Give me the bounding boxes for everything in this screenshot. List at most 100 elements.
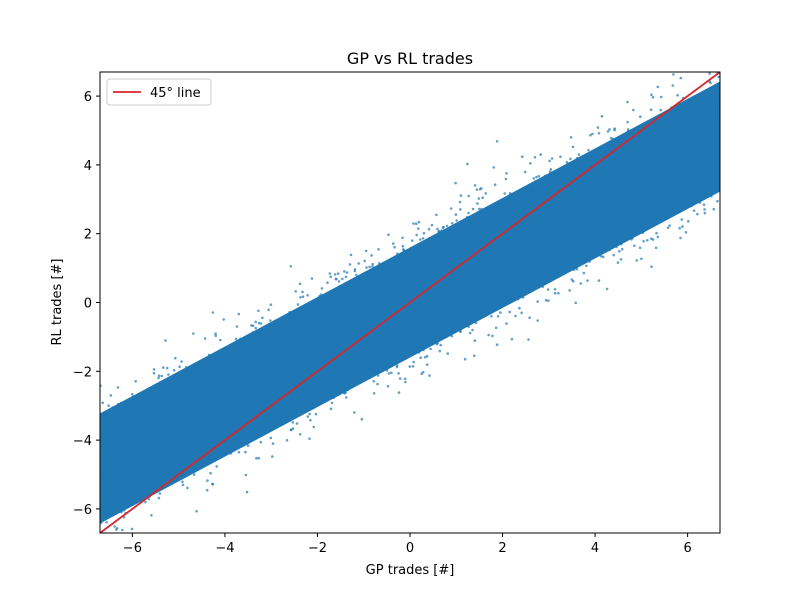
scatter-point	[377, 369, 381, 373]
scatter-point	[548, 240, 552, 245]
scatter-point	[514, 241, 518, 246]
scatter-point	[494, 266, 498, 270]
scatter-point	[674, 198, 678, 202]
scatter-point	[590, 180, 594, 184]
scatter-point	[374, 372, 378, 375]
scatter-point	[541, 241, 545, 245]
scatter-point	[284, 377, 288, 381]
scatter-point	[353, 338, 357, 342]
scatter-point	[231, 403, 235, 407]
scatter-point	[382, 316, 386, 320]
scatter-point	[266, 359, 270, 363]
scatter-point	[353, 375, 357, 379]
scatter-point	[602, 180, 606, 184]
scatter-point	[621, 152, 625, 156]
scatter-point	[493, 183, 497, 186]
scatter-point	[498, 208, 502, 212]
scatter-point	[676, 188, 680, 192]
scatter-point	[483, 218, 487, 222]
scatter-point	[350, 334, 354, 338]
scatter-point	[148, 454, 152, 458]
scatter-point	[377, 291, 381, 295]
scatter-point	[195, 406, 199, 410]
scatter-point	[141, 453, 145, 457]
scatter-point	[479, 302, 483, 306]
scatter-point	[167, 410, 171, 414]
scatter-point	[425, 276, 429, 280]
scatter-point	[195, 510, 198, 513]
scatter-point	[282, 372, 286, 376]
scatter-point	[597, 236, 601, 240]
scatter-point	[698, 158, 703, 162]
scatter-point	[671, 137, 675, 141]
scatter-point	[710, 195, 713, 198]
scatter-point	[523, 170, 527, 174]
scatter-point	[214, 334, 218, 338]
scatter-point	[216, 439, 220, 443]
scatter-point	[550, 198, 554, 203]
scatter-point	[506, 276, 511, 281]
scatter-point	[539, 226, 543, 230]
scatter-point	[141, 414, 146, 418]
scatter-point	[599, 212, 603, 216]
scatter-point	[601, 184, 605, 188]
scatter-point	[216, 392, 220, 396]
scatter-point	[471, 248, 476, 252]
scatter-point	[625, 204, 629, 208]
scatter-point	[226, 404, 230, 408]
scatter-point	[694, 125, 698, 130]
scatter-point	[291, 310, 294, 314]
scatter-point	[171, 415, 175, 419]
scatter-point	[173, 447, 177, 451]
scatter-point	[644, 145, 648, 149]
scatter-point	[114, 443, 118, 447]
scatter-point	[172, 411, 176, 415]
scatter-point	[144, 500, 147, 504]
scatter-point	[460, 242, 464, 246]
scatter-point	[697, 163, 701, 167]
scatter-point	[305, 316, 309, 320]
scatter-point	[357, 315, 361, 319]
scatter-point	[505, 267, 509, 272]
scatter-point	[703, 208, 706, 211]
scatter-point	[560, 214, 564, 218]
scatter-point	[414, 251, 418, 255]
scatter-point	[142, 425, 146, 429]
scatter-point	[486, 284, 490, 288]
scatter-point	[329, 354, 333, 358]
scatter-point	[246, 407, 250, 411]
scatter-point	[187, 376, 191, 380]
scatter-point	[207, 408, 211, 412]
scatter-point	[501, 210, 505, 214]
scatter-point	[162, 407, 166, 411]
scatter-point	[162, 469, 166, 474]
scatter-point	[646, 214, 651, 218]
scatter-point	[599, 204, 603, 208]
scatter-point	[710, 102, 714, 106]
scatter-point	[151, 411, 155, 415]
scatter-point	[695, 113, 700, 117]
scatter-point	[531, 260, 535, 265]
scatter-point	[585, 264, 588, 268]
scatter-point	[269, 436, 273, 440]
scatter-point	[187, 400, 191, 404]
scatter-point	[538, 246, 543, 250]
scatter-point	[205, 400, 210, 404]
scatter-point	[659, 183, 663, 187]
scatter-point	[549, 250, 554, 254]
scatter-point	[137, 426, 141, 430]
scatter-point	[642, 178, 646, 182]
scatter-point	[242, 363, 246, 367]
scatter-point	[164, 434, 168, 438]
scatter-point	[473, 354, 476, 358]
scatter-point	[165, 405, 169, 410]
scatter-point	[193, 451, 197, 455]
scatter-point	[666, 144, 670, 148]
scatter-point	[155, 450, 159, 454]
scatter-point	[361, 321, 365, 325]
scatter-point	[348, 375, 352, 379]
scatter-point	[353, 268, 357, 271]
scatter-point	[451, 304, 455, 308]
scatter-point	[340, 322, 344, 326]
scatter-point	[685, 109, 689, 113]
